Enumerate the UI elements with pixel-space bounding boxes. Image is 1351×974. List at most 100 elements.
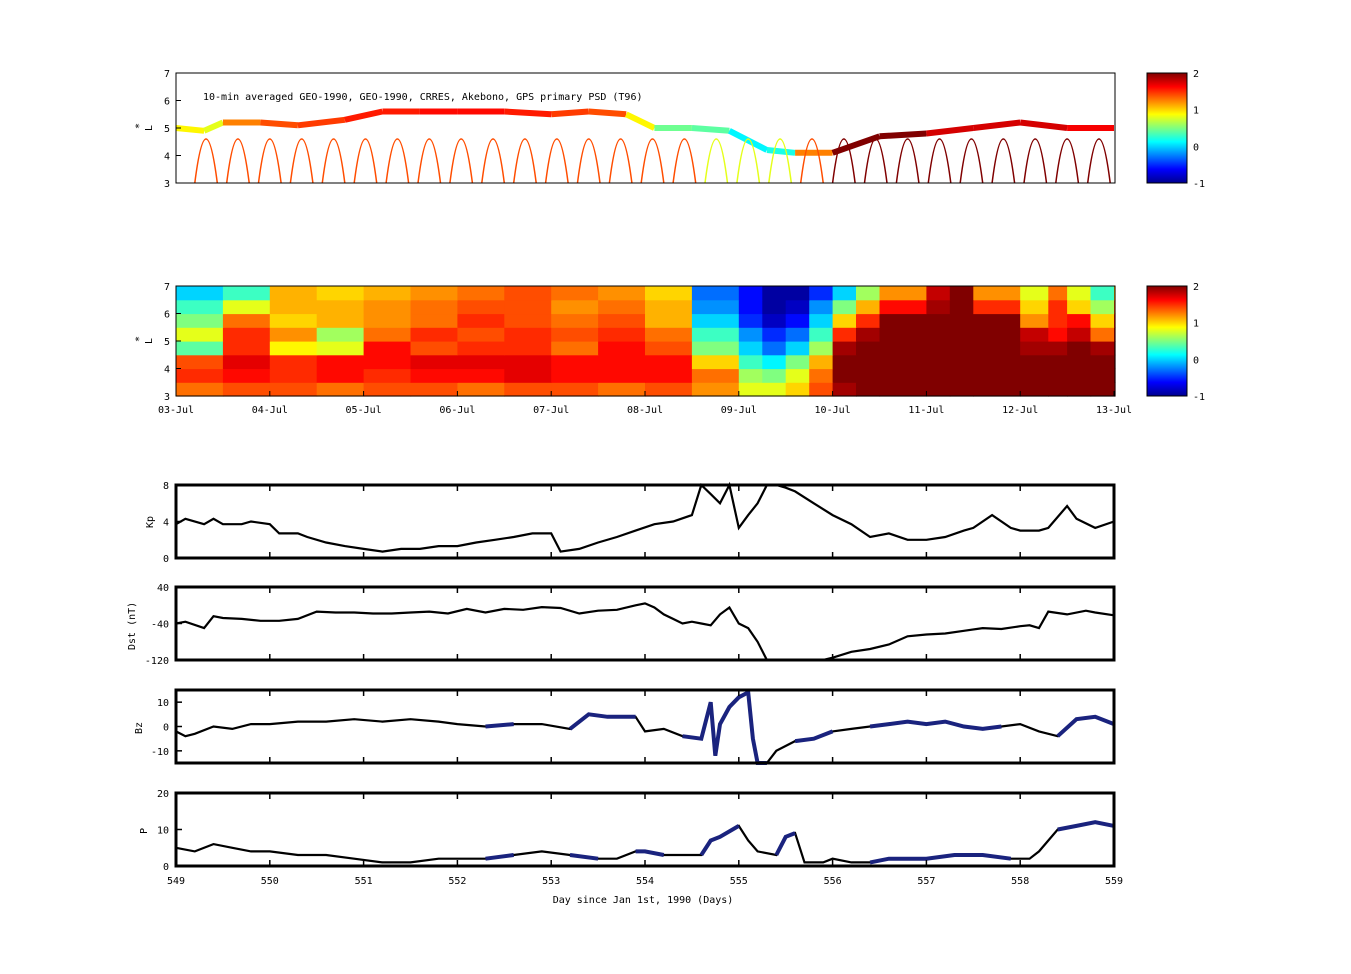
heatmap-cell (504, 327, 552, 342)
p1-ytick-label: 5 (164, 124, 170, 135)
p2-ytick-label: 4 (164, 365, 170, 376)
measured-segment (1057, 820, 1115, 832)
heatmap-cell (176, 354, 224, 370)
heatmap-cell (691, 313, 740, 328)
heatmap-cell (1067, 354, 1092, 370)
heatmap-cell (856, 286, 881, 301)
orbit-pass (417, 138, 442, 184)
heatmap-cell (598, 327, 646, 342)
geo-track-segment (260, 119, 299, 129)
ytick-label: -40 (151, 620, 169, 631)
heatmap-cell (832, 327, 857, 342)
heatmap-cell (222, 327, 271, 342)
orbit-pass (736, 138, 761, 184)
heatmap-cell (645, 299, 693, 315)
heatmap-cell (973, 382, 1021, 397)
heatmap-cell (176, 313, 224, 328)
heatmap-cell (410, 341, 458, 356)
p1-marks (175, 108, 1114, 184)
heatmap-cell (598, 341, 646, 356)
p1-ylabel-sup: * (134, 123, 145, 129)
heatmap-cell (222, 286, 271, 301)
heatmap-cell (1020, 327, 1049, 342)
heatmap-cell (504, 382, 552, 397)
heatmap-cell (1020, 368, 1049, 383)
p1-ytick-label: 6 (164, 97, 170, 108)
heatmap-cell (973, 341, 1021, 356)
heatmap-cell (1048, 286, 1068, 301)
heatmap-cell (785, 327, 810, 342)
p6-xtick-label: 555 (730, 876, 748, 887)
orbit-pass (576, 138, 601, 184)
heatmap-cell (645, 327, 693, 342)
orbit-pass (512, 138, 537, 184)
heatmap-cell (762, 299, 787, 315)
p1-ylabel: L (144, 125, 155, 131)
heatmap-cell (316, 382, 365, 397)
p6-xtick-label: 549 (167, 876, 185, 887)
p2-xtick-label: 12-Jul (1002, 405, 1038, 416)
p2-colorbar-ticks: -1 0 1 2 (1193, 282, 1205, 403)
geo-track-segment (504, 108, 552, 118)
heatmap-cell (973, 354, 1021, 370)
heatmap-cell (504, 368, 552, 383)
heatmap-cell (926, 368, 951, 383)
panel-psd-full: 3 4 5 6 7 03-Jul 04-Jul 05-Jul 06-Jul 07-Jul 08-J… (134, 282, 1205, 416)
p2-xtick-label: 10-Jul (815, 405, 851, 416)
orbit-pass (481, 138, 506, 184)
heatmap-cell (856, 327, 881, 342)
ytick-label: 20 (157, 789, 169, 800)
heatmap-cell (269, 299, 318, 315)
heatmap-cell (879, 299, 927, 315)
heatmap-cell (973, 299, 1021, 315)
ytick-label: 10 (157, 698, 169, 709)
heatmap-cell (316, 313, 365, 328)
heatmap-cell (598, 313, 646, 328)
heatmap-cell (551, 341, 599, 356)
heatmap-cell (222, 354, 271, 370)
heatmap-cell (1020, 341, 1049, 356)
heatmap-cell (691, 368, 740, 383)
orbit-pass (1055, 138, 1080, 184)
heatmap-cell (949, 299, 974, 315)
heatmap-cell (1048, 382, 1068, 397)
ytick-label: 10 (157, 826, 169, 837)
p2-ctick-label: 2 (1193, 282, 1199, 293)
p6-xtick-label: 559 (1105, 876, 1123, 887)
p4-marks (175, 587, 1115, 662)
heatmap-cell (809, 354, 834, 370)
heatmap-cell (926, 286, 951, 301)
orbit-pass (225, 138, 250, 184)
measured-segment (485, 722, 514, 729)
heatmap-cell (598, 368, 646, 383)
heatmap-cell (856, 354, 881, 370)
heatmap-cell (222, 299, 271, 315)
geo-track-segment (766, 147, 796, 156)
heatmap-cell (809, 286, 834, 301)
ytick-label: 0 (163, 554, 169, 565)
heatmap-cell (176, 286, 224, 301)
heatmap-cell (949, 341, 974, 356)
p6-ylabel: P (139, 828, 150, 834)
p2-ctick-label: 1 (1193, 319, 1199, 330)
heatmap-cell (973, 368, 1021, 383)
heatmap-cell (762, 341, 787, 356)
heatmap-cell (363, 286, 412, 301)
heatmap-cell (269, 341, 318, 356)
p5-marks (175, 689, 1115, 765)
measured-segment (682, 689, 767, 765)
orbit-pass (768, 138, 793, 184)
heatmap-cell (1090, 382, 1115, 397)
heatmap-cell (785, 382, 810, 397)
p6-yticks: 0 10 20 (157, 789, 182, 873)
heatmap-cell (1020, 299, 1049, 315)
measured-segment (699, 824, 740, 857)
p5-ylabel: Bz (134, 722, 145, 734)
heatmap-cell (738, 341, 763, 356)
heatmap-cell (879, 313, 927, 328)
heatmap-cell (551, 382, 599, 397)
heatmap-cell (1067, 286, 1092, 301)
p6-xtick-label: 556 (824, 876, 842, 887)
geo-track-segment (344, 108, 384, 123)
heatmap-cell (856, 368, 881, 383)
